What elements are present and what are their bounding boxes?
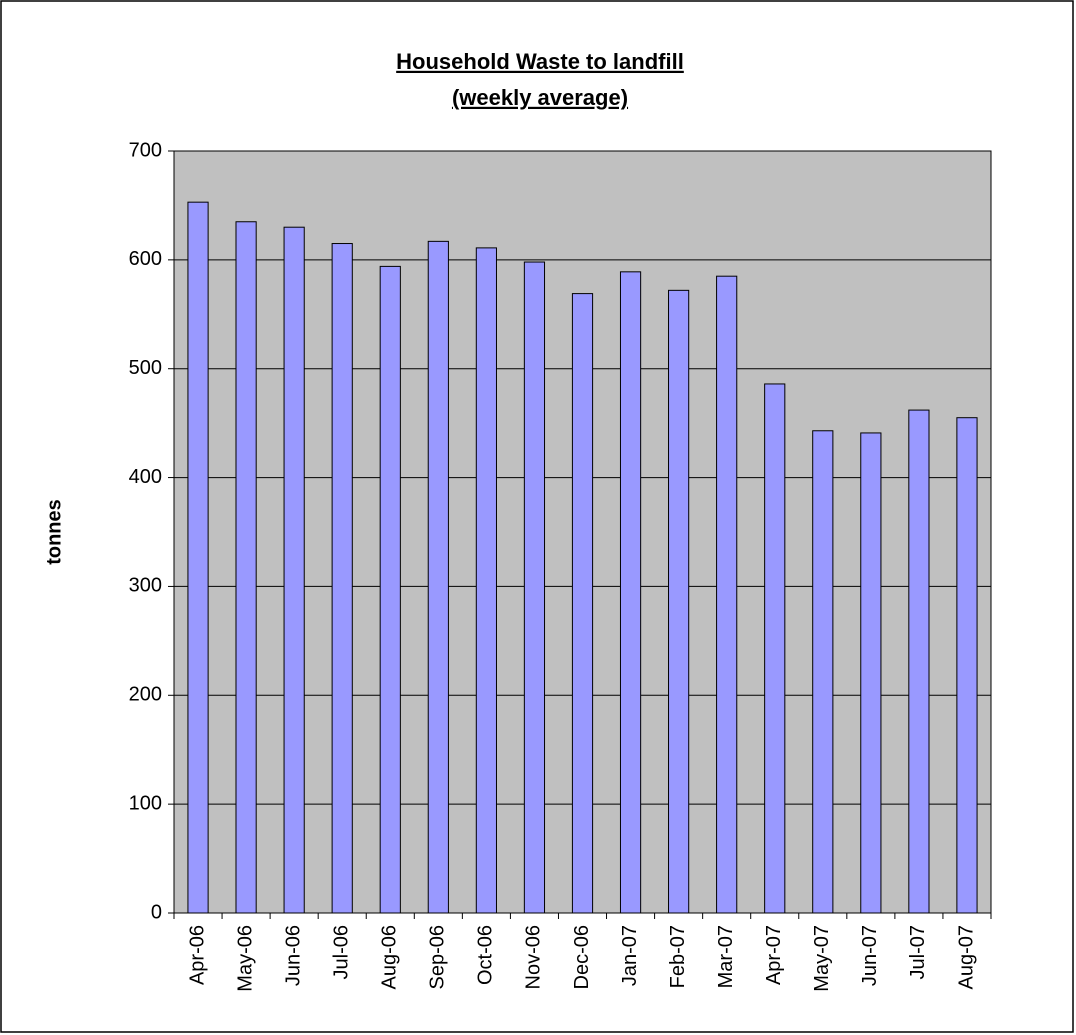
x-tick-label: Aug-06 <box>379 925 401 990</box>
y-tick-label: 100 <box>129 792 162 814</box>
x-tick-label: Nov-06 <box>523 925 545 989</box>
bar <box>283 226 305 914</box>
y-tick-label: 500 <box>129 357 162 379</box>
x-tick-label: Sep-06 <box>427 925 449 990</box>
bar <box>860 432 882 914</box>
bar <box>812 430 834 914</box>
x-tick-label: Dec-06 <box>571 925 593 989</box>
x-tick-label: Oct-06 <box>475 925 497 985</box>
bar <box>908 409 930 914</box>
x-tick-label: Jun-07 <box>859 925 881 986</box>
bar <box>475 247 497 914</box>
x-tick-label: Jun-06 <box>282 925 304 986</box>
bar <box>235 221 257 914</box>
bar <box>331 243 353 914</box>
y-tick-label: 200 <box>129 684 162 706</box>
bar <box>427 240 449 914</box>
y-tick-label: 300 <box>129 575 162 597</box>
bar <box>379 265 401 914</box>
bar <box>523 261 546 914</box>
y-axis-label: tonnes <box>43 499 65 565</box>
y-tick-label: 600 <box>129 248 162 270</box>
bar <box>619 271 642 914</box>
x-tick-label: Apr-07 <box>763 925 785 985</box>
bar <box>956 417 978 914</box>
y-tick-label: 400 <box>129 466 162 488</box>
x-tick-label: May-06 <box>234 925 256 992</box>
bar <box>187 201 209 914</box>
bar <box>716 275 738 914</box>
x-tick-label: Feb-07 <box>667 925 689 988</box>
bar <box>571 293 594 914</box>
x-tick-label: Apr-06 <box>186 925 208 985</box>
y-tick-label: 0 <box>151 901 162 923</box>
bar <box>764 383 786 914</box>
y-tick-label: 700 <box>129 139 162 161</box>
x-tick-label: Aug-07 <box>955 925 977 990</box>
x-tick-label: Jan-07 <box>619 925 641 986</box>
x-tick-label: Mar-07 <box>715 925 737 988</box>
chart-subtitle: (weekly average) <box>452 85 628 110</box>
chart-title: Household Waste to landfill <box>396 49 684 74</box>
x-tick-label: May-07 <box>811 925 833 992</box>
x-tick-label: Jul-06 <box>330 925 352 979</box>
x-tick-label: Jul-07 <box>907 925 929 979</box>
bar <box>668 289 690 914</box>
